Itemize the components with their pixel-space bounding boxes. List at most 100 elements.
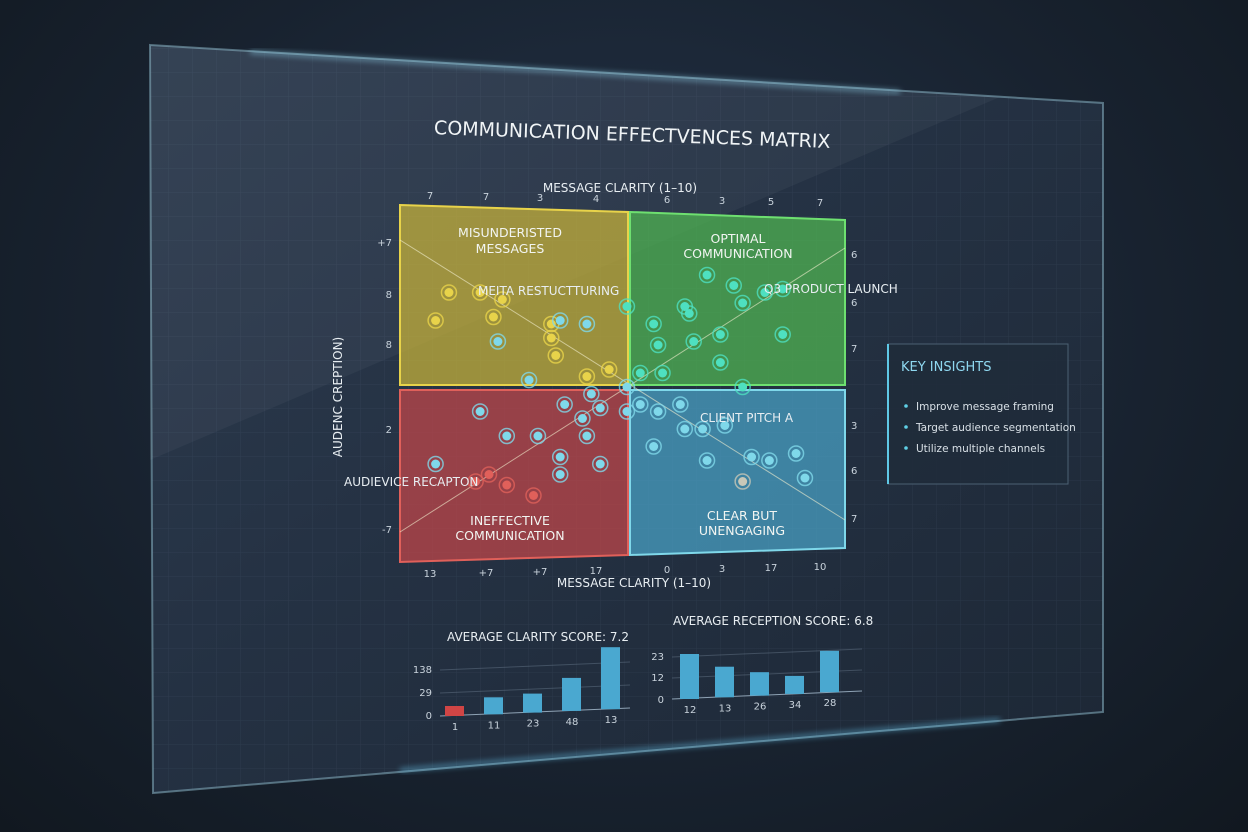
- x-axis-title-bottom: MESSAGE CLARITY (1–10): [557, 576, 711, 590]
- data-point-dot: [738, 382, 748, 392]
- data-point-ring: [427, 312, 444, 329]
- quadrant-label: MESSAGES: [476, 241, 545, 256]
- top-tick-label: 3: [537, 193, 543, 204]
- bottom-tick-label: 3: [719, 564, 725, 575]
- data-point-dot: [484, 470, 494, 479]
- data-point-ring: [498, 427, 516, 445]
- axis-ticks: 7 7 3 4 6 3 5 7 13 +7 +7 17 0 3 17 10 +7 8 8 2 -7 6 6 7 3 6 7: [377, 191, 857, 580]
- key-insights-panel: KEY INSIGHTS Improve message framing Targ…: [887, 343, 1076, 485]
- data-point: [734, 473, 751, 490]
- data-point-ring: [743, 448, 760, 466]
- data-point-dot: [493, 337, 503, 346]
- data-point-dot: [604, 365, 614, 374]
- bar: [601, 647, 620, 710]
- data-point-dot: [653, 407, 663, 416]
- data-point: [734, 294, 751, 312]
- data-point-ring: [578, 368, 596, 385]
- data-point-dot: [689, 337, 699, 346]
- data-point: [574, 410, 591, 427]
- scatter-points: [427, 266, 814, 504]
- quadrant-label: UNENGAGING: [699, 523, 785, 538]
- data-point-ring: [578, 427, 596, 445]
- quadrant-label: MISUNDERISTED: [458, 225, 562, 240]
- data-point: [649, 336, 667, 354]
- bullet-icon: [904, 425, 908, 429]
- data-point-dot: [720, 421, 730, 430]
- data-point-ring: [547, 347, 564, 364]
- data-point-ring: [649, 403, 667, 420]
- data-point-dot: [586, 389, 596, 399]
- data-point-ring: [698, 266, 716, 284]
- data-point-ring: [756, 284, 774, 301]
- data-point: [725, 277, 742, 294]
- annotation-label: Q3 PRODUCT LAUNCH: [764, 282, 898, 296]
- bar-category-label: 26: [754, 702, 767, 713]
- bar-y-tick: 0: [426, 711, 432, 722]
- data-point-ring: [551, 466, 569, 483]
- data-point-ring: [480, 466, 498, 483]
- top-tick-label: 6: [664, 195, 670, 206]
- data-point-dot: [635, 400, 645, 409]
- data-point-ring: [592, 399, 609, 417]
- bar-y-tick: 0: [658, 695, 664, 706]
- bar: [750, 672, 769, 696]
- bottom-tick-label: 10: [814, 562, 827, 573]
- data-point: [547, 347, 564, 364]
- insight-item: Improve message framing: [916, 401, 1054, 413]
- data-point: [649, 403, 667, 420]
- data-point-dot: [546, 319, 556, 329]
- bottom-tick-label: +7: [533, 567, 548, 578]
- data-point: [494, 291, 511, 308]
- data-point-dot: [502, 480, 512, 490]
- data-point: [774, 280, 791, 298]
- data-point-dot: [622, 302, 632, 311]
- top-tick-label: 7: [427, 191, 433, 202]
- right-tick-label: 6: [851, 298, 857, 309]
- data-point-ring: [551, 448, 569, 466]
- data-point: [529, 427, 547, 445]
- bar-gridline: [439, 684, 631, 694]
- top-tick-label: 7: [817, 198, 823, 209]
- bar-category-label: 13: [605, 715, 618, 726]
- data-point-ring: [649, 336, 667, 354]
- bottom-tick-label: 0: [664, 565, 670, 576]
- data-point-ring: [525, 487, 542, 504]
- data-point: [471, 403, 489, 420]
- data-point-ring: [716, 417, 734, 434]
- data-point: [485, 308, 502, 326]
- bar: [445, 706, 464, 716]
- data-point-dot: [649, 442, 659, 451]
- data-point-dot: [555, 316, 565, 325]
- bar-gridline: [671, 648, 863, 658]
- data-point-ring: [734, 473, 751, 490]
- data-point: [467, 473, 484, 490]
- data-point-dot: [791, 449, 801, 458]
- data-point: [761, 452, 778, 469]
- data-point: [712, 354, 729, 371]
- data-point: [578, 427, 596, 445]
- data-point-ring: [592, 455, 609, 473]
- data-point: [685, 333, 702, 350]
- data-point-ring: [471, 403, 489, 420]
- data-point-ring: [698, 452, 716, 469]
- bar: [785, 675, 804, 694]
- data-point: [618, 378, 636, 396]
- data-point-ring: [618, 298, 636, 315]
- data-point-dot: [738, 298, 748, 308]
- data-point: [654, 364, 671, 382]
- left-tick-label: 8: [386, 340, 392, 351]
- bottom-tick-label: 17: [590, 566, 603, 577]
- data-point-ring: [485, 308, 502, 326]
- annotation-label: CLIENT PITCH A: [700, 411, 794, 425]
- data-point-ring: [761, 452, 778, 469]
- right-tick-label: 6: [851, 466, 857, 477]
- data-point: [716, 417, 734, 434]
- data-point-dot: [729, 281, 739, 290]
- y-axis-title: AUDENC CREPTION): [331, 337, 345, 458]
- right-tick-label: 7: [851, 514, 857, 525]
- data-point-dot: [658, 368, 668, 378]
- bar-category-label: 13: [719, 703, 732, 714]
- right-tick-label: 3: [851, 421, 857, 432]
- data-point-ring: [685, 333, 702, 350]
